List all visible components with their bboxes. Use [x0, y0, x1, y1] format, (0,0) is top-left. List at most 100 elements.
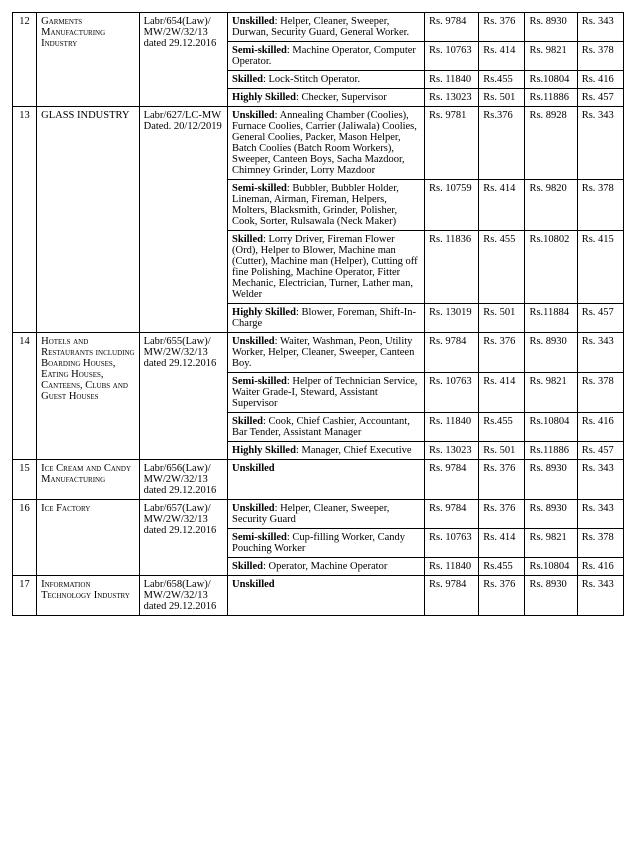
value-cell: Rs. 343	[577, 500, 623, 529]
category-cell: Semi-skilled: Helper of Technician Servi…	[228, 373, 425, 413]
category-cell: Semi-skilled: Machine Operator, Computer…	[228, 42, 425, 71]
value-cell: Rs. 8930	[525, 460, 577, 500]
serial-no: 14	[13, 333, 37, 460]
value-cell: Rs.10804	[525, 71, 577, 89]
value-cell: Rs. 343	[577, 576, 623, 616]
serial-no: 13	[13, 107, 37, 333]
value-cell: Rs. 9784	[424, 333, 478, 373]
industry-name: Hotels and Restaurants including Boardin…	[37, 333, 140, 460]
reference-no: Labr/627/LC-MW Dated. 20/12/2019	[139, 107, 227, 333]
value-cell: Rs. 13023	[424, 442, 478, 460]
category-cell: Skilled: Cook, Chief Cashier, Accountant…	[228, 413, 425, 442]
value-cell: Rs. 8930	[525, 333, 577, 373]
value-cell: Rs. 378	[577, 180, 623, 231]
category-label: Semi-skilled	[232, 376, 287, 387]
value-cell: Rs. 10763	[424, 373, 478, 413]
value-cell: Rs.11884	[525, 304, 577, 333]
value-cell: Rs. 457	[577, 89, 623, 107]
value-cell: Rs. 416	[577, 558, 623, 576]
value-cell: Rs. 343	[577, 460, 623, 500]
table-row: 16Ice FactoryLabr/657(Law)/ MW/2W/32/13 …	[13, 500, 624, 529]
category-cell: Skilled: Operator, Machine Operator	[228, 558, 425, 576]
value-cell: Rs. 378	[577, 529, 623, 558]
category-cell: Skilled: Lock-Stitch Operator.	[228, 71, 425, 89]
category-label: Highly Skilled	[232, 307, 296, 318]
value-cell: Rs. 376	[479, 333, 525, 373]
value-cell: Rs.11886	[525, 442, 577, 460]
value-cell: Rs. 11840	[424, 413, 478, 442]
value-cell: Rs. 414	[479, 42, 525, 71]
value-cell: Rs. 343	[577, 13, 623, 42]
value-cell: Rs.11886	[525, 89, 577, 107]
value-cell: Rs. 9784	[424, 460, 478, 500]
value-cell: Rs.10804	[525, 413, 577, 442]
value-cell: Rs. 416	[577, 71, 623, 89]
reference-no: Labr/655(Law)/ MW/2W/32/13 dated 29.12.2…	[139, 333, 227, 460]
value-cell: Rs. 457	[577, 442, 623, 460]
value-cell: Rs. 13019	[424, 304, 478, 333]
category-cell: Semi-skilled: Bubbler, Bubbler Holder, L…	[228, 180, 425, 231]
category-label: Skilled	[232, 416, 263, 427]
industry-name: Ice Cream and Candy Manufacturing	[37, 460, 140, 500]
category-cell: Skilled: Lorry Driver, Fireman Flower (O…	[228, 231, 425, 304]
value-cell: Rs. 9784	[424, 13, 478, 42]
table-row: 13GLASS INDUSTRYLabr/627/LC-MW Dated. 20…	[13, 107, 624, 180]
wage-table: 12Garments Manufacturing Industry Labr/65…	[12, 12, 624, 616]
industry-name: Garments Manufacturing Industry	[37, 13, 140, 107]
value-cell: Rs. 9784	[424, 500, 478, 529]
value-cell: Rs. 10763	[424, 42, 478, 71]
category-label: Highly Skilled	[232, 445, 296, 456]
value-cell: Rs. 9821	[525, 529, 577, 558]
category-cell: Unskilled	[228, 576, 425, 616]
industry-name: GLASS INDUSTRY	[37, 107, 140, 333]
category-text: : Lock-Stitch Operator.	[263, 74, 360, 85]
value-cell: Rs. 416	[577, 413, 623, 442]
category-text: : Checker, Supervisor	[296, 92, 387, 103]
value-cell: Rs. 414	[479, 373, 525, 413]
value-cell: Rs. 457	[577, 304, 623, 333]
reference-no: Labr/657(Law)/ MW/2W/32/13 dated 29.12.2…	[139, 500, 227, 576]
value-cell: Rs. 9781	[424, 107, 478, 180]
value-cell: Rs.376	[479, 107, 525, 180]
serial-no: 12	[13, 13, 37, 107]
value-cell: Rs. 11840	[424, 558, 478, 576]
value-cell: Rs. 376	[479, 13, 525, 42]
value-cell: Rs. 376	[479, 460, 525, 500]
value-cell: Rs. 9820	[525, 180, 577, 231]
category-cell: Unskilled: Annealing Chamber (Coolies), …	[228, 107, 425, 180]
category-cell: Highly Skilled: Blower, Foreman, Shift-I…	[228, 304, 425, 333]
reference-no: Labr/658(Law)/ MW/2W/32/13 dated 29.12.2…	[139, 576, 227, 616]
value-cell: Rs.455	[479, 413, 525, 442]
value-cell: Rs.455	[479, 558, 525, 576]
value-cell: Rs.455	[479, 71, 525, 89]
category-cell: Unskilled: Waiter, Washman, Peon, Utilit…	[228, 333, 425, 373]
category-label: Skilled	[232, 561, 263, 572]
table-row: 12Garments Manufacturing IndustryLabr/65…	[13, 13, 624, 42]
value-cell: Rs.10802	[525, 231, 577, 304]
serial-no: 15	[13, 460, 37, 500]
value-cell: Rs. 376	[479, 576, 525, 616]
value-cell: Rs.10804	[525, 558, 577, 576]
table-row: 14Hotels and Restaurants including Board…	[13, 333, 624, 373]
category-label: Unskilled	[232, 463, 275, 474]
value-cell: Rs. 8930	[525, 13, 577, 42]
category-label: Unskilled	[232, 16, 275, 27]
table-row: 15Ice Cream and Candy ManufacturingLabr/…	[13, 460, 624, 500]
category-label: Highly Skilled	[232, 92, 296, 103]
category-cell: Unskilled	[228, 460, 425, 500]
value-cell: Rs. 414	[479, 529, 525, 558]
serial-no: 17	[13, 576, 37, 616]
value-cell: Rs. 8930	[525, 576, 577, 616]
value-cell: Rs. 9821	[525, 373, 577, 413]
value-cell: Rs. 343	[577, 107, 623, 180]
category-text: : Manager, Chief Executive	[296, 445, 412, 456]
value-cell: Rs. 10759	[424, 180, 478, 231]
value-cell: Rs. 13023	[424, 89, 478, 107]
table-row: 17Information Technology IndustryLabr/65…	[13, 576, 624, 616]
category-label: Unskilled	[232, 110, 275, 121]
category-label: Unskilled	[232, 503, 275, 514]
category-label: Skilled	[232, 234, 263, 245]
category-label: Skilled	[232, 74, 263, 85]
industry-name: Information Technology Industry	[37, 576, 140, 616]
category-cell: Highly Skilled: Manager, Chief Executive	[228, 442, 425, 460]
